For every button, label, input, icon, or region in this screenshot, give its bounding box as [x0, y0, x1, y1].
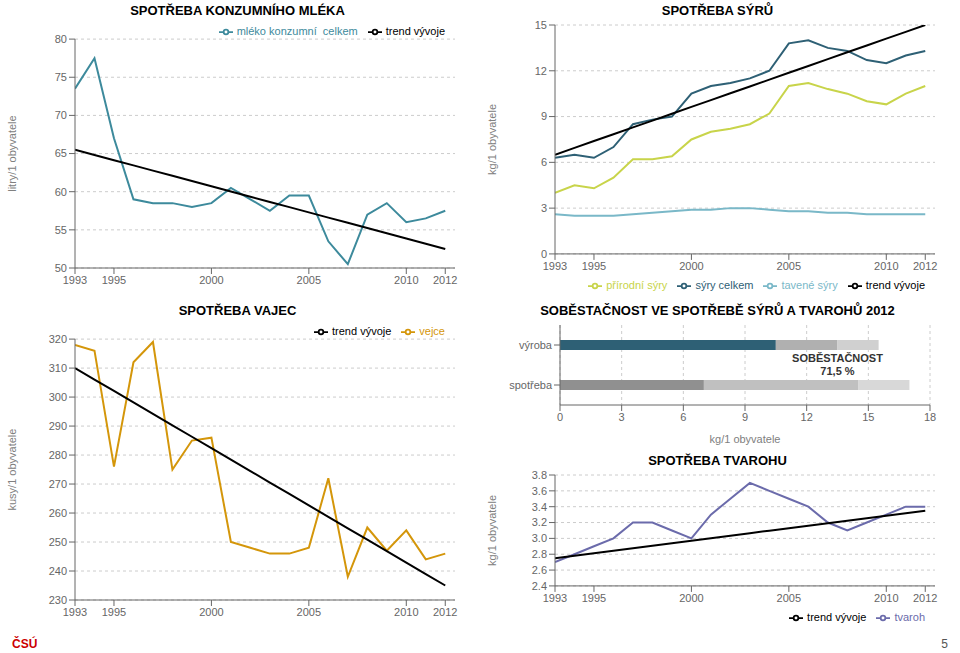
svg-text:2010: 2010 — [874, 592, 898, 604]
html-text:přírodní sýry: přírodní sýry — [606, 278, 668, 291]
svg-text:2010: 2010 — [874, 260, 898, 272]
svg-text:2.6: 2.6 — [532, 564, 547, 576]
svg-text:0: 0 — [541, 248, 547, 260]
svg-text:12: 12 — [801, 411, 813, 423]
svg-text:270: 270 — [49, 478, 67, 490]
html-text:trend vývoje: trend vývoje — [865, 278, 925, 291]
html-text:vejce: vejce — [419, 325, 445, 337]
svg-text:výroba: výroba — [519, 339, 553, 351]
svg-text:1993: 1993 — [543, 260, 567, 272]
svg-text:3.6: 3.6 — [532, 485, 547, 497]
svg-text:2012: 2012 — [433, 274, 457, 286]
html-text:SPOTŘEBA SÝRŮ: SPOTŘEBA SÝRŮ — [661, 3, 774, 18]
svg-text:1993: 1993 — [63, 274, 87, 286]
svg-text:50: 50 — [55, 262, 67, 274]
svg-text:80: 80 — [55, 33, 67, 45]
svg-text:3: 3 — [541, 202, 547, 214]
svg-text:2005: 2005 — [777, 592, 801, 604]
svg-text:3.2: 3.2 — [532, 516, 547, 528]
html-text:trend vývoje: trend vývoje — [385, 25, 445, 37]
html-text:tavené sýry: tavené sýry — [781, 278, 838, 291]
html-text:SPOTŘEBA KONZUMNÍHO MLÉKA: SPOTŘEBA KONZUMNÍHO MLÉKA — [130, 3, 345, 18]
svg-text:9: 9 — [541, 110, 547, 122]
svg-text:2.8: 2.8 — [532, 548, 547, 560]
svg-text:260: 260 — [49, 507, 67, 519]
svg-text:75: 75 — [55, 71, 67, 83]
svg-text:240: 240 — [49, 565, 67, 577]
svg-text:3.8: 3.8 — [532, 470, 547, 481]
svg-text:300: 300 — [49, 391, 67, 403]
html-text:5: 5 — [941, 637, 948, 651]
svg-text:2005: 2005 — [297, 274, 321, 286]
svg-text:kg/1 obyvatele: kg/1 obyvatele — [486, 495, 498, 566]
svg-text:litry/1 obyvatele: litry/1 obyvatele — [8, 115, 18, 191]
html-text:trend vývoje: trend vývoje — [332, 325, 392, 337]
html-text:SOBĚSTAČNOST VE SPOTŘEBĚ SÝRŮ: SOBĚSTAČNOST VE SPOTŘEBĚ SÝRŮ A TVAROHŮ … — [540, 303, 895, 318]
svg-text:2000: 2000 — [199, 274, 223, 286]
html-text:SOBĚSTAČNOST 71,5 %: SOBĚSTAČNOST 71,5 % — [792, 352, 883, 377]
svg-text:12: 12 — [535, 65, 547, 77]
svg-text:6: 6 — [680, 411, 686, 423]
svg-text:15: 15 — [535, 20, 547, 31]
svg-text:70: 70 — [55, 109, 67, 121]
svg-text:320: 320 — [49, 333, 67, 345]
html-text:trend vývoje: trend vývoje — [807, 610, 867, 623]
svg-text:65: 65 — [55, 147, 67, 159]
svg-text:2012: 2012 — [913, 592, 937, 604]
svg-text:1995: 1995 — [582, 260, 606, 272]
svg-text:2005: 2005 — [777, 260, 801, 272]
svg-text:2012: 2012 — [913, 260, 937, 272]
svg-text:kusy/1 obyvatele: kusy/1 obyvatele — [8, 429, 18, 511]
svg-text:kg/1 obyvatele: kg/1 obyvatele — [710, 433, 781, 445]
svg-text:2012: 2012 — [433, 606, 457, 618]
svg-text:55: 55 — [55, 224, 67, 236]
svg-text:2000: 2000 — [199, 606, 223, 618]
svg-text:250: 250 — [49, 536, 67, 548]
html-text:SPOTŘEBA VAJEC: SPOTŘEBA VAJEC — [178, 303, 297, 318]
svg-text:2010: 2010 — [394, 606, 418, 618]
svg-text:1993: 1993 — [543, 592, 567, 604]
svg-text:2000: 2000 — [679, 260, 703, 272]
svg-text:1995: 1995 — [582, 592, 606, 604]
html-text:sýry celkem: sýry celkem — [695, 278, 754, 291]
svg-text:60: 60 — [55, 186, 67, 198]
svg-text:9: 9 — [742, 411, 748, 423]
svg-text:290: 290 — [49, 420, 67, 432]
svg-text:1995: 1995 — [102, 274, 126, 286]
svg-text:1993: 1993 — [63, 606, 87, 618]
svg-text:230: 230 — [49, 594, 67, 606]
svg-text:2.4: 2.4 — [532, 580, 547, 592]
svg-text:3: 3 — [619, 411, 625, 423]
svg-text:kg/1 obyvatele: kg/1 obyvatele — [486, 104, 498, 175]
html-text:ČSÚ: ČSÚ — [12, 637, 38, 651]
svg-text:3.4: 3.4 — [532, 501, 547, 513]
svg-text:310: 310 — [49, 362, 67, 374]
html-text:SPOTŘEBA TVAROHU: SPOTŘEBA TVAROHU — [648, 453, 787, 468]
html-text:mléko konzumní celkem: mléko konzumní celkem — [236, 25, 358, 37]
svg-text:18: 18 — [924, 411, 936, 423]
svg-text:2000: 2000 — [679, 592, 703, 604]
svg-text:6: 6 — [541, 156, 547, 168]
svg-text:2005: 2005 — [297, 606, 321, 618]
svg-text:0: 0 — [557, 411, 563, 423]
svg-text:15: 15 — [862, 411, 874, 423]
svg-text:3.0: 3.0 — [532, 532, 547, 544]
html-text:tvaroh: tvaroh — [894, 610, 925, 623]
svg-text:2010: 2010 — [394, 274, 418, 286]
svg-text:280: 280 — [49, 449, 67, 461]
svg-text:1995: 1995 — [102, 606, 126, 618]
svg-text:spotřeba: spotřeba — [509, 379, 553, 391]
